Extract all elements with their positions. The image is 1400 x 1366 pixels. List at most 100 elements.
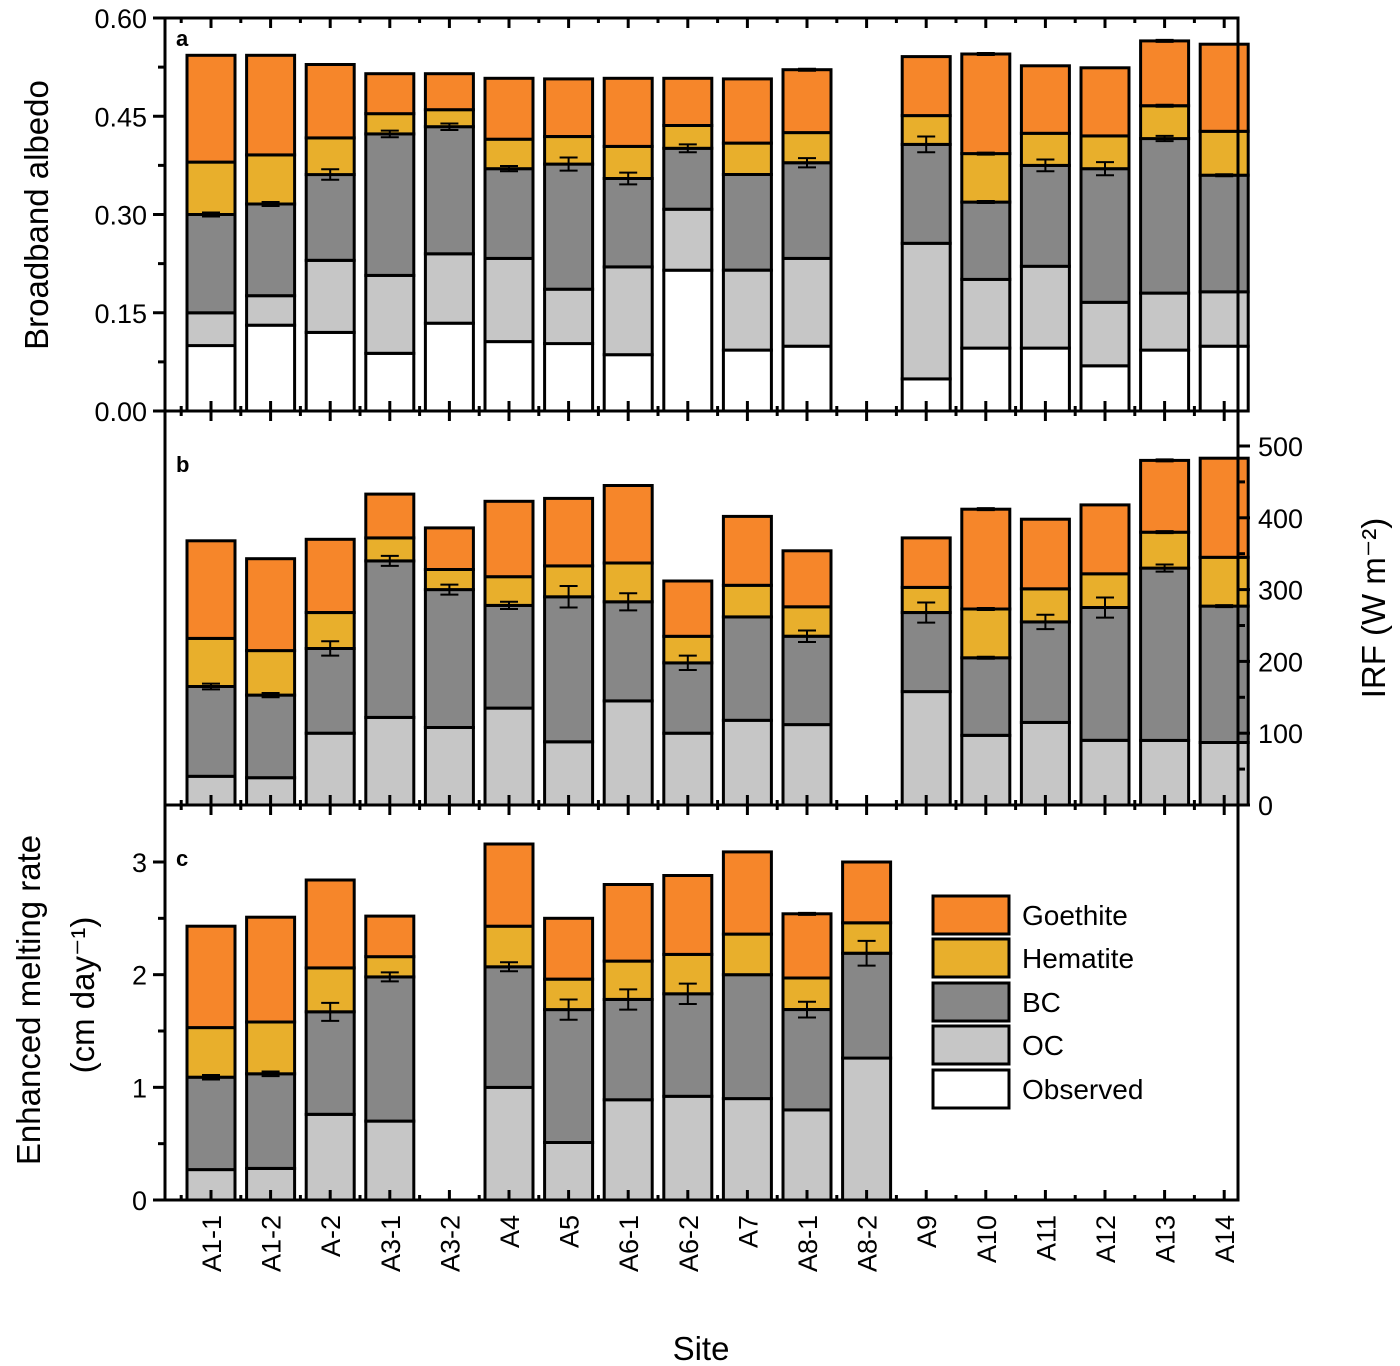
bar-segment-panel-a-a10-goethite xyxy=(960,52,1012,156)
bar-segment-panel-b-a11-oc xyxy=(1019,720,1071,807)
bar-segment-panel-b-a14-hematite xyxy=(1198,555,1250,608)
bar-segment-panel-a-a-2-goethite xyxy=(304,63,356,140)
y-tick-label-panel-a: 0.60 xyxy=(94,4,147,34)
error-bar-panel-c-a4-bc xyxy=(500,961,518,973)
bar-segment-panel-b-a9-oc xyxy=(900,690,952,807)
bar-segment-panel-b-a8-1-oc xyxy=(781,723,833,807)
bar-segment-panel-a-a3-1-bc xyxy=(364,132,416,277)
bar-segment-panel-a-a-2-oc xyxy=(304,258,356,334)
error-bar-panel-a-a13-bc xyxy=(1155,134,1174,143)
bar-segment-panel-a-a10-oc xyxy=(960,277,1012,350)
bar-segment-panel-c-a8-1-goethite xyxy=(781,912,833,980)
error-bar-panel-a-a10-hematite xyxy=(976,151,995,156)
legend-label-observed: Observed xyxy=(1022,1074,1143,1105)
bar-segment-panel-b-a10-goethite xyxy=(960,507,1012,611)
error-bar-panel-b-a1-2-bc xyxy=(261,691,280,699)
bar-segment-panel-a-a5-goethite xyxy=(543,77,595,138)
bar-segment-panel-a-a13-observed xyxy=(1139,348,1191,413)
bar-segment-panel-c-a4-oc xyxy=(483,1085,535,1202)
bar-segment-panel-b-a8-1-bc xyxy=(781,634,833,727)
x-tick-label-a1-1: A1-1 xyxy=(197,1215,227,1272)
bar-segment-panel-b-a13-bc xyxy=(1139,566,1191,742)
x-tick-label-a10: A10 xyxy=(972,1215,1002,1263)
bar-segment-panel-a-a7-oc xyxy=(721,268,773,352)
bar-segment-panel-a-a9-goethite xyxy=(900,55,952,118)
error-bar-panel-a-a13-hematite xyxy=(1155,103,1174,108)
bar-segment-panel-a-a3-2-goethite xyxy=(423,72,475,112)
legend-label-hematite: Hematite xyxy=(1022,943,1134,974)
error-bar-panel-a-a9-bc xyxy=(917,135,936,154)
bar-segment-panel-a-a7-goethite xyxy=(721,77,773,145)
bar-segment-panel-a-a6-1-goethite xyxy=(602,76,654,148)
bar-segment-panel-b-a3-1-oc xyxy=(364,715,416,807)
error-bar-panel-b-a13-bc xyxy=(1155,563,1174,573)
bar-segment-panel-a-a9-oc xyxy=(900,241,952,381)
error-bar-panel-a-a14-bc xyxy=(1215,173,1234,178)
error-bar-panel-c-a1-2-bc xyxy=(261,1070,280,1078)
y-tick-label-panel-c: 3 xyxy=(132,848,147,878)
legend-swatch-bc xyxy=(931,981,1011,1023)
bar-segment-panel-b-a10-hematite xyxy=(960,607,1012,660)
bar-segment-panel-a-a5-bc xyxy=(543,162,595,291)
bar-segment-panel-c-a1-2-goethite xyxy=(245,915,297,1024)
bar-segment-panel-b-a13-oc xyxy=(1139,738,1191,807)
error-bar-panel-a-a6-1-bc xyxy=(619,171,638,186)
bar-segment-panel-a-a8-1-observed xyxy=(781,344,833,413)
bar-segment-panel-c-a-2-oc xyxy=(304,1112,356,1202)
bar-segment-panel-a-a6-2-goethite xyxy=(662,76,714,128)
x-tick-label-a3-2: A3-2 xyxy=(435,1215,465,1272)
error-bar-panel-a-a5-bc xyxy=(559,156,578,172)
bar-segment-panel-b-a4-goethite xyxy=(483,499,535,579)
bar-segment-panel-a-a14-goethite xyxy=(1198,42,1250,133)
bar-segment-panel-b-a5-goethite xyxy=(543,496,595,568)
bar-segment-panel-c-a6-2-oc xyxy=(662,1094,714,1202)
bar-segment-panel-c-a8-2-oc xyxy=(841,1056,893,1202)
bar-segment-panel-b-a1-2-bc xyxy=(245,693,297,780)
x-tick-label-a12: A12 xyxy=(1091,1215,1121,1263)
bar-segment-panel-c-a8-2-bc xyxy=(841,951,893,1060)
x-tick-label-a6-1: A6-1 xyxy=(614,1215,644,1272)
bar-segment-panel-b-a6-1-hematite xyxy=(602,561,654,604)
bar-segment-panel-b-a6-1-goethite xyxy=(602,484,654,565)
bar-segment-panel-b-a1-2-goethite xyxy=(245,557,297,653)
bar-segment-panel-a-a14-hematite xyxy=(1198,129,1250,177)
bar-segment-panel-c-a6-1-bc xyxy=(602,998,654,1102)
bar-segment-panel-a-a10-bc xyxy=(960,200,1012,281)
bar-segment-panel-c-a6-2-goethite xyxy=(662,874,714,956)
bar-segment-panel-a-a7-hematite xyxy=(721,141,773,177)
error-bar-panel-a-a3-2-bc xyxy=(440,122,459,132)
bar-segment-panel-a-a1-2-bc xyxy=(245,202,297,298)
error-bar-panel-c-a8-2-bc xyxy=(857,939,876,967)
error-bar-panel-b-a5-bc xyxy=(559,585,578,609)
bar-segment-panel-b-a6-2-bc xyxy=(662,661,714,735)
y-tick-label-panel-b: 100 xyxy=(1258,719,1303,749)
y-tick-label-panel-b: 300 xyxy=(1258,576,1303,606)
bar-segment-panel-a-a13-oc xyxy=(1139,291,1191,352)
error-bar-panel-b-a14-bc xyxy=(1215,604,1234,609)
x-tick-label-a8-1: A8-1 xyxy=(793,1215,823,1272)
error-bar-panel-b-a3-2-bc xyxy=(440,583,459,596)
bar-segment-panel-b-a4-bc xyxy=(483,603,535,710)
bar-segment-panel-b-a11-bc xyxy=(1019,620,1071,724)
bars-layer xyxy=(185,38,1250,1202)
bar-segment-panel-a-a1-1-bc xyxy=(185,213,237,315)
panel-a-y-axis-title: Broadband albedo xyxy=(18,80,55,350)
bar-segment-panel-a-a3-2-bc xyxy=(423,125,475,256)
error-bar-panel-c-a8-1-goethite xyxy=(798,911,816,916)
bar-segment-panel-a-a6-2-oc xyxy=(662,207,714,272)
bar-segment-panel-a-a6-2-observed xyxy=(662,268,714,413)
bar-segment-panel-b-a7-bc xyxy=(721,615,773,722)
bar-segment-panel-a-a1-1-hematite xyxy=(185,160,237,217)
error-bar-panel-a-a-2-bc xyxy=(321,168,340,181)
error-bar-panel-c-a6-2-bc xyxy=(678,982,697,1005)
bar-segment-panel-c-a4-hematite xyxy=(483,924,535,969)
bar-segment-panel-a-a10-hematite xyxy=(960,152,1012,204)
bar-segment-panel-b-a12-bc xyxy=(1079,606,1131,742)
x-tick-label-a8-2: A8-2 xyxy=(853,1215,883,1272)
legend: Goethite Hematite BC OC Observed xyxy=(931,894,1143,1110)
bar-segment-panel-b-a3-2-oc xyxy=(423,726,475,807)
bar-segment-panel-b-a6-1-bc xyxy=(602,600,654,703)
axes-layer: 0.00 0.15 0.30 0.45 0.60 0 100 200 300 400 500 0 1 2 3… xyxy=(94,4,1303,1272)
error-bar-panel-b-a11-bc xyxy=(1036,613,1055,631)
bar-segment-panel-a-a11-bc xyxy=(1019,163,1071,268)
